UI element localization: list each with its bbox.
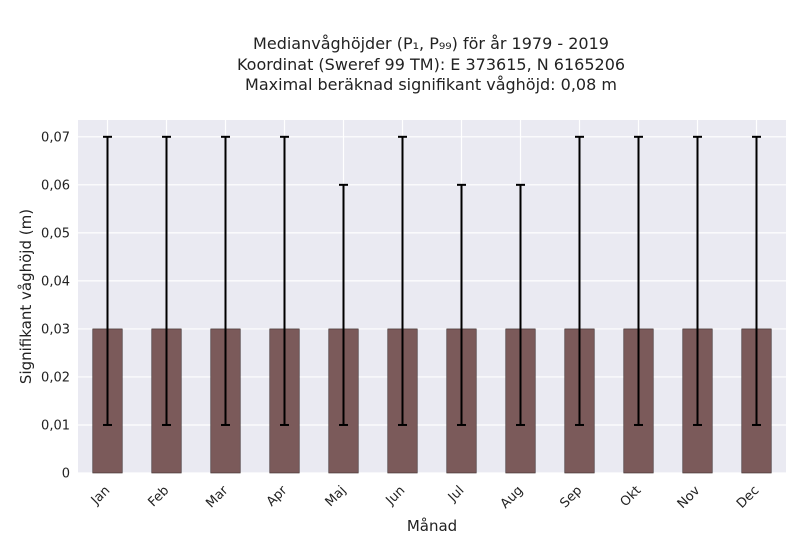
x-tick-label: Apr — [264, 483, 291, 510]
error-bar-nov — [693, 135, 702, 426]
y-tick-label: 0,05 — [41, 226, 70, 241]
y-tick-label: 0,01 — [41, 418, 70, 433]
x-tick-label: Aug — [498, 483, 527, 512]
error-bar-jul — [457, 183, 466, 426]
error-bar-aug — [516, 183, 525, 426]
error-bars — [103, 135, 761, 426]
error-bar-feb — [162, 135, 171, 426]
chart-title-line-3: Maximal beräknad signifikant våghöjd: 0,… — [245, 75, 617, 94]
x-tick-label: Dec — [734, 483, 762, 511]
chart-title-line-2: Koordinat (Sweref 99 TM): E 373615, N 61… — [236, 54, 626, 74]
y-tick-labels: 0 0,01 0,02 0,03 0,04 0,05 0,06 0,07 — [41, 130, 70, 481]
chart-title: Medianvåghöjder (P₁, P₉₉) för år 1979 - … — [0, 34, 800, 96]
plot-area — [78, 120, 786, 473]
error-bar-dec — [752, 135, 761, 426]
y-tick-label: 0,07 — [41, 130, 70, 145]
x-tick-label: Feb — [145, 483, 172, 510]
y-tick-label: 0,06 — [41, 178, 70, 193]
error-bar-jun — [398, 135, 407, 426]
x-tick-label: Sep — [557, 483, 585, 511]
x-tick-label: Jan — [88, 483, 113, 508]
error-bar-okt — [634, 135, 643, 426]
x-axis-label: Månad — [407, 517, 457, 535]
y-tick-label: 0 — [62, 467, 70, 482]
x-tick-label: Maj — [323, 483, 350, 510]
x-tick-label: Okt — [618, 483, 645, 510]
y-tick-label: 0,03 — [41, 322, 70, 337]
y-tick-label: 0,02 — [41, 370, 70, 385]
x-tick-label: Jun — [383, 483, 409, 509]
error-bar-jan — [103, 135, 112, 426]
x-tick-label: Mar — [203, 483, 231, 511]
error-bar-mar — [221, 135, 230, 426]
error-bar-apr — [280, 135, 289, 426]
x-tick-label: Nov — [675, 483, 704, 512]
error-bar-maj — [339, 183, 348, 426]
y-axis-label: Signifikant våghöjd (m) — [17, 209, 35, 384]
error-bar-sep — [575, 135, 584, 426]
chart-title-line-1: Medianvåghöjder (P₁, P₉₉) för år 1979 - … — [253, 34, 609, 53]
x-tick-labels: Jan Feb Mar Apr Maj Jun Jul Aug Sep Okt Nov Dec — [88, 483, 762, 512]
y-tick-label: 0,04 — [41, 274, 70, 289]
x-tick-label: Jul — [445, 483, 467, 505]
